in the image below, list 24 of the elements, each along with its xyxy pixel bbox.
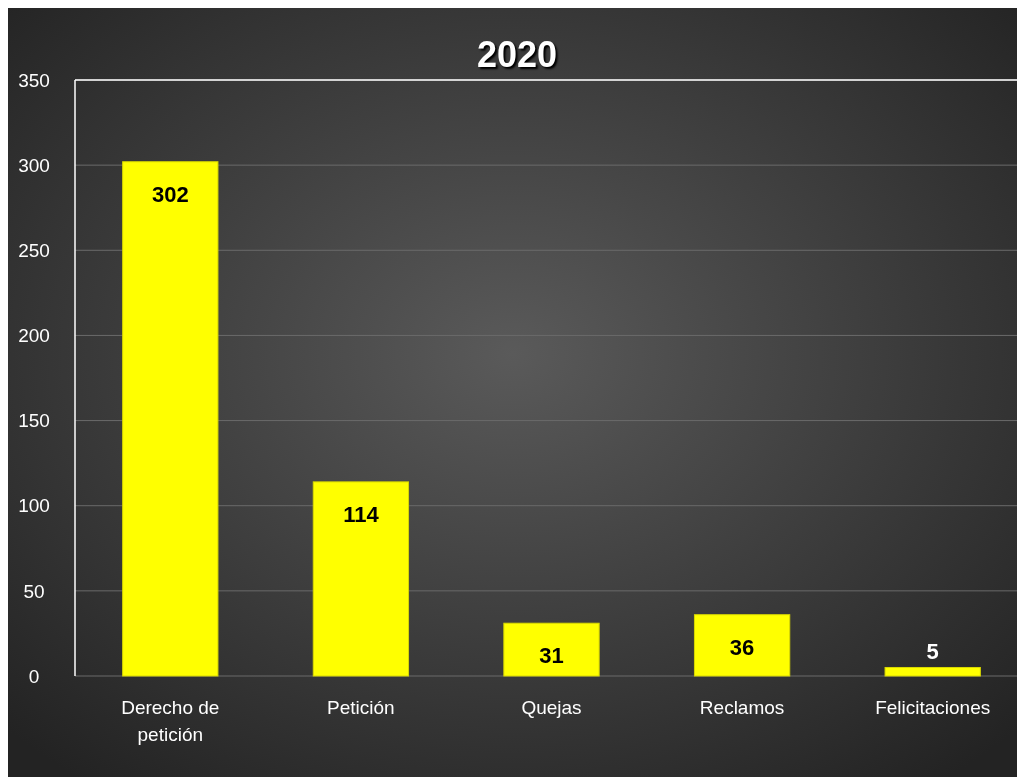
bar [312, 481, 410, 677]
x-tick-label: Quejas [521, 697, 582, 718]
y-tick-label: 50 [23, 580, 45, 602]
data-label: 302 [151, 181, 189, 207]
data-label: 31 [539, 643, 564, 669]
y-tick-label: 200 [18, 325, 50, 347]
bar [693, 614, 791, 677]
data-label: 5 [926, 639, 939, 665]
x-tick-label: Reclamos [699, 697, 785, 718]
y-tick-label: 350 [18, 69, 50, 91]
y-tick-label: 300 [18, 154, 50, 176]
x-tick-label: Derecho de petición [121, 697, 220, 745]
data-label: 36 [729, 634, 755, 660]
y-tick-label: 0 [28, 665, 40, 687]
x-tick-label: Petición [327, 697, 395, 718]
y-tick-label: 100 [18, 495, 50, 517]
x-tick-label: Felicitaciones [875, 697, 991, 718]
bar [503, 622, 600, 677]
bar [122, 161, 219, 677]
bar [884, 666, 981, 677]
y-tick-label: 150 [18, 410, 50, 432]
data-label: 114 [343, 501, 380, 527]
chart-title: 2020 [476, 34, 558, 75]
y-tick-label: 250 [18, 239, 50, 261]
